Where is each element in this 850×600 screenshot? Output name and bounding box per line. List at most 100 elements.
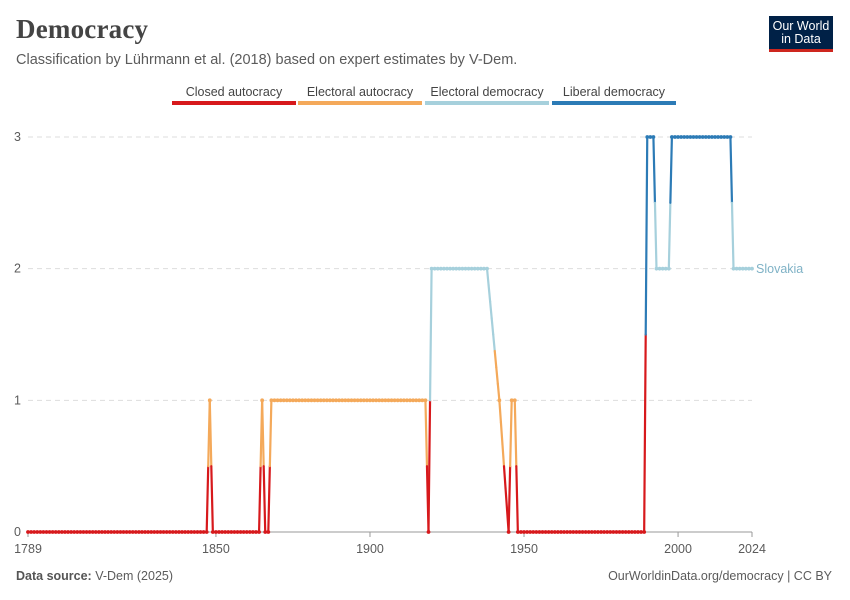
series-point — [275, 398, 280, 403]
series-line-segment — [262, 465, 267, 534]
series-point — [565, 530, 570, 534]
series-line-segment — [490, 316, 495, 336]
chart-title: Democracy — [16, 14, 149, 44]
series-point — [574, 530, 579, 534]
series-point — [676, 135, 680, 139]
series-point — [251, 530, 255, 534]
series-point — [118, 530, 123, 534]
series-point — [515, 530, 520, 534]
series-point — [346, 398, 351, 403]
series-point — [666, 266, 671, 271]
series-point — [100, 530, 104, 534]
legend-label: Electoral democracy — [430, 85, 544, 99]
series-point — [368, 398, 372, 403]
series-point — [423, 398, 428, 403]
series-point — [497, 398, 502, 403]
series-point — [260, 398, 265, 403]
series-point — [309, 398, 314, 403]
series-point — [358, 398, 363, 403]
series-line-segment — [210, 465, 214, 534]
series-point — [374, 398, 379, 403]
series-point — [740, 266, 745, 271]
series-point — [352, 398, 357, 403]
series-point — [44, 530, 49, 534]
series-point — [592, 530, 597, 534]
series-point — [349, 398, 354, 403]
series-point — [164, 530, 169, 534]
series-point — [448, 266, 452, 271]
series-point — [636, 530, 640, 534]
series-point — [685, 135, 690, 139]
series-point — [537, 530, 542, 534]
series-point — [457, 266, 462, 271]
series-line-segment — [492, 333, 496, 353]
series-point — [605, 530, 610, 534]
series-point — [543, 530, 548, 534]
series-point — [629, 530, 634, 534]
series-point — [747, 266, 751, 271]
series-point — [426, 530, 431, 534]
series-point — [72, 530, 77, 534]
series-point — [580, 530, 585, 534]
series-point — [103, 530, 107, 534]
x-tick-label: 2000 — [664, 542, 692, 556]
series-line-segment — [495, 366, 499, 385]
series-point — [556, 530, 560, 534]
series-point — [106, 530, 111, 534]
series-point — [679, 135, 684, 139]
series-line-segment — [261, 399, 265, 468]
footer-url[interactable]: OurWorldinData.org/democracy | CC BY — [608, 569, 832, 583]
series-line-segment — [424, 399, 429, 468]
series-point — [716, 135, 721, 139]
series-point — [706, 135, 711, 139]
series-line-segment — [268, 399, 273, 468]
series-point — [617, 530, 622, 534]
series-point — [235, 530, 240, 534]
series-point — [226, 530, 231, 534]
series-point — [559, 530, 563, 534]
logo-line-2: in Data — [781, 32, 821, 46]
series-point — [263, 530, 268, 534]
series-point — [571, 530, 576, 534]
series-line-segment — [730, 201, 735, 270]
series-point — [432, 266, 437, 271]
series-point — [626, 530, 631, 534]
series-point — [466, 266, 471, 271]
series-point — [167, 530, 172, 534]
series-point — [438, 266, 443, 271]
series-point — [562, 530, 566, 534]
series-point — [112, 530, 117, 534]
series-line-segment — [653, 201, 658, 270]
series-point — [380, 398, 385, 403]
series-line-segment — [729, 135, 734, 204]
series-point — [485, 266, 489, 271]
series-point — [318, 398, 323, 403]
series-line-segment — [515, 465, 519, 534]
series-point — [743, 266, 748, 271]
series-point — [133, 530, 138, 534]
series-point — [614, 530, 619, 534]
series-point — [63, 530, 67, 534]
series-point — [451, 266, 456, 271]
logo-line-1: Our World — [772, 19, 830, 33]
series-point — [654, 266, 659, 271]
series-point — [633, 530, 637, 534]
series-point — [155, 530, 160, 534]
series-point — [734, 266, 739, 271]
series-line-segment — [493, 349, 498, 369]
series-point — [229, 530, 234, 534]
data-source-value[interactable]: V-Dem (2025) — [95, 569, 174, 583]
owid-logo[interactable]: Our World in Data — [769, 16, 833, 52]
series-point — [694, 135, 699, 139]
series-point — [713, 135, 717, 139]
series-point — [158, 530, 163, 534]
series-point — [26, 530, 30, 534]
series-line-segment — [504, 487, 509, 512]
series-line-segment — [513, 399, 518, 468]
series-line-segment — [498, 399, 503, 424]
series-point — [623, 530, 628, 534]
series-point — [420, 398, 425, 403]
series-point — [337, 398, 342, 403]
series-point — [143, 530, 147, 534]
series-line-segment — [489, 300, 493, 320]
